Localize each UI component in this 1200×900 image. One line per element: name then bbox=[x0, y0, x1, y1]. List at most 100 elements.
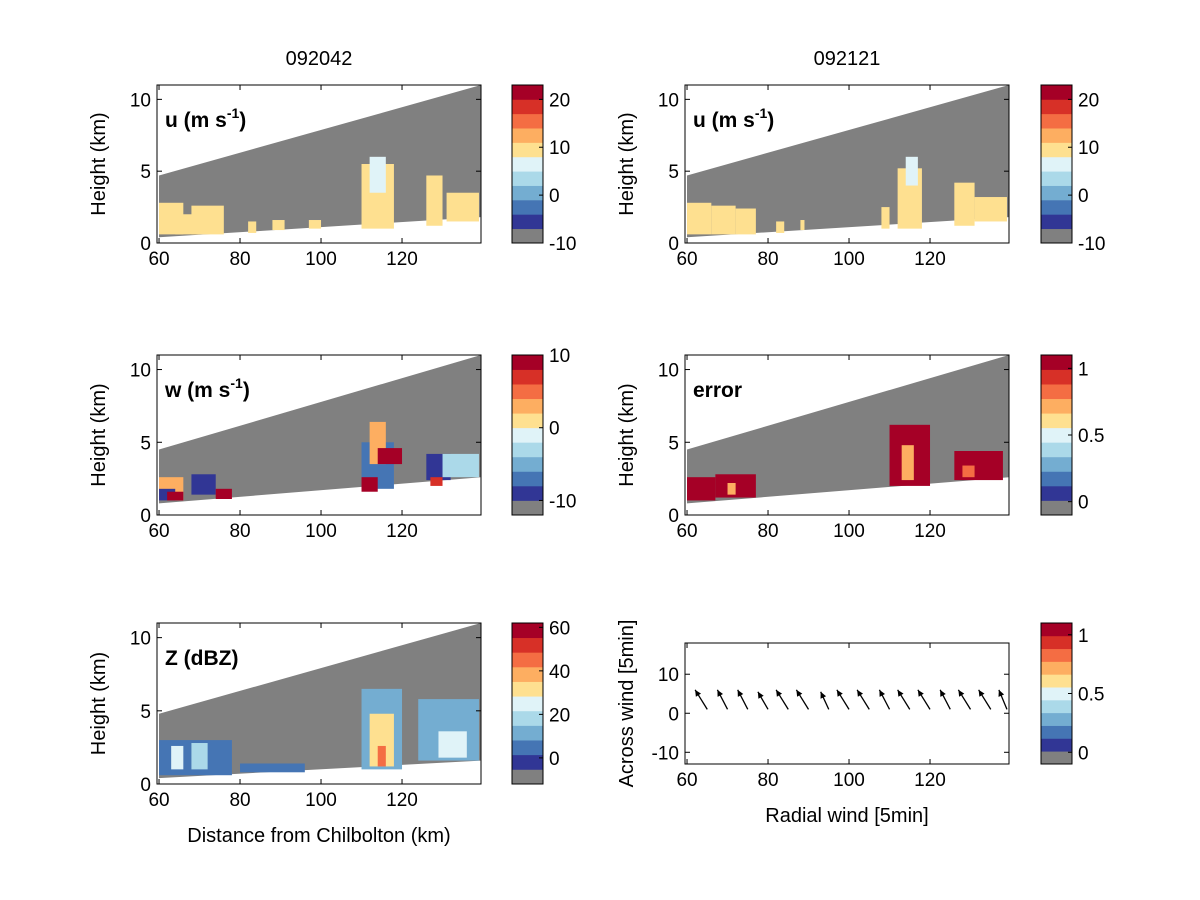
axes-box bbox=[684, 84, 1010, 244]
colorbar-swatch bbox=[1041, 485, 1072, 501]
colorbar-swatch bbox=[1041, 500, 1072, 516]
data-cell bbox=[881, 207, 890, 229]
x-tick-label: 100 bbox=[305, 249, 337, 270]
colorbar-swatch bbox=[512, 637, 543, 653]
colorbar-swatch bbox=[512, 456, 543, 472]
x-tick-label: 80 bbox=[757, 521, 778, 542]
colorbar-tick-label: 20 bbox=[549, 705, 570, 726]
colorbar-swatch bbox=[1041, 398, 1072, 414]
data-cell bbox=[248, 221, 257, 233]
colorbar-swatch bbox=[1041, 228, 1072, 244]
x-tick-label: 120 bbox=[386, 249, 418, 270]
y-tick-label: 10 bbox=[130, 629, 151, 650]
colorbar-swatch bbox=[512, 769, 543, 785]
beam-mask-area bbox=[159, 85, 481, 238]
y-tick-label: 0 bbox=[140, 775, 151, 796]
x-axis-label: Radial wind [5min] bbox=[765, 805, 928, 827]
x-tick-label: 60 bbox=[148, 790, 169, 811]
x-tick-label: 80 bbox=[757, 249, 778, 270]
y-axis-label: Height (km) bbox=[616, 112, 638, 215]
y-tick-label: 0 bbox=[140, 506, 151, 527]
wind-arrow-head bbox=[776, 689, 783, 697]
colorbar: 20 10 0 -10 bbox=[1040, 84, 1105, 255]
colorbar-swatch bbox=[512, 681, 543, 697]
label-text: u (m s bbox=[693, 109, 755, 132]
label-end: ) bbox=[239, 109, 246, 132]
colorbar-tick-label: 10 bbox=[549, 138, 570, 159]
colorbar-swatch bbox=[1041, 113, 1072, 129]
data-cell bbox=[687, 202, 712, 235]
colorbar-tick-label: 0 bbox=[549, 186, 560, 207]
colorbar-swatch bbox=[512, 442, 543, 458]
y-tick-label: 5 bbox=[668, 433, 679, 454]
wind-arrow bbox=[775, 689, 789, 710]
colorbar-tick-label: 60 bbox=[549, 618, 570, 639]
colorbar-swatch bbox=[1041, 725, 1072, 739]
colorbar-swatch bbox=[512, 710, 543, 726]
data-cell bbox=[361, 477, 378, 492]
y-axis-label: Height (km) bbox=[88, 112, 110, 215]
colorbar-swatch bbox=[1041, 413, 1072, 429]
colorbar-swatch bbox=[1041, 384, 1072, 400]
colorbar: 10.50 bbox=[1040, 354, 1104, 516]
y-tick-label: 0 bbox=[140, 234, 151, 255]
wind-arrow bbox=[694, 689, 708, 710]
panel-variable-label: error bbox=[693, 379, 742, 402]
colorbar: 10 0 -10 bbox=[511, 346, 576, 516]
colorbar-swatch bbox=[1041, 214, 1072, 230]
plot-area bbox=[694, 689, 1008, 710]
plot-area bbox=[159, 355, 481, 504]
x-tick-label: 100 bbox=[833, 521, 865, 542]
wind-arrow bbox=[856, 689, 870, 710]
data-cell bbox=[962, 465, 975, 478]
panel-variable-label: Z (dBZ) bbox=[165, 647, 238, 670]
colorbar-swatch bbox=[1041, 635, 1072, 650]
x-axis-label: Distance from Chilbolton (km) bbox=[187, 825, 450, 847]
data-cell bbox=[191, 474, 216, 495]
label-end: ) bbox=[767, 109, 774, 132]
colorbar: 60 40 20 0 bbox=[511, 618, 570, 785]
wind-arrow bbox=[716, 689, 729, 710]
colorbar-tick-label: -10 bbox=[549, 491, 576, 512]
wind-arrow-head bbox=[857, 689, 864, 697]
data-cell bbox=[426, 175, 443, 226]
axes-box bbox=[156, 84, 482, 244]
axes-box bbox=[156, 354, 482, 516]
x-tick-label: 100 bbox=[305, 790, 337, 811]
colorbar-swatch bbox=[1041, 648, 1072, 662]
colorbar-swatch bbox=[512, 85, 543, 100]
y-tick-label: 5 bbox=[140, 433, 151, 454]
colorbar-swatch bbox=[1041, 369, 1072, 385]
colorbar-swatch bbox=[1041, 99, 1072, 115]
colorbar-swatch bbox=[1041, 699, 1072, 714]
label-text: u (m s bbox=[165, 109, 227, 132]
colorbar-swatch bbox=[512, 384, 543, 400]
wind-arrow bbox=[878, 689, 891, 710]
data-cell bbox=[377, 745, 386, 767]
colorbar-swatch bbox=[1041, 442, 1072, 458]
colorbar-swatch bbox=[1041, 623, 1072, 637]
colorbar-swatch bbox=[512, 369, 543, 385]
label-end: ) bbox=[243, 379, 250, 402]
wind-arrow bbox=[897, 689, 911, 710]
wind-arrow-head bbox=[836, 689, 843, 697]
colorbar: 20 10 0 -10 bbox=[511, 84, 576, 255]
data-cell bbox=[800, 220, 805, 231]
y-tick-label: 10 bbox=[130, 361, 151, 382]
colorbar-swatch bbox=[1041, 185, 1072, 201]
beam-mask-area bbox=[159, 355, 481, 504]
colorbar-swatch bbox=[512, 725, 543, 741]
colorbar-swatch bbox=[512, 471, 543, 487]
colorbar-tick-label: 0 bbox=[1078, 743, 1089, 764]
panel-title: 092042 bbox=[286, 48, 353, 70]
wind-arrow-head bbox=[897, 689, 904, 697]
colorbar-swatch bbox=[512, 214, 543, 230]
wind-arrow-head bbox=[695, 689, 702, 697]
data-cell bbox=[901, 445, 914, 481]
y-axis-label: Height (km) bbox=[88, 652, 110, 755]
wind-arrow bbox=[978, 689, 992, 710]
label-text: w (m s bbox=[164, 379, 230, 402]
data-cell bbox=[735, 208, 756, 235]
data-cell bbox=[727, 483, 736, 495]
